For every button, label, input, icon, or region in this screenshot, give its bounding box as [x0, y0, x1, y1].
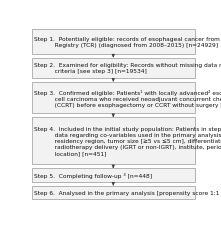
Bar — [32, 186, 195, 199]
Text: Step 2.  Examined for eligibility: Records without missing data regarding inclus: Step 2. Examined for eligibility: Record… — [34, 63, 221, 74]
Text: Step 5.  Completing follow-up ³ [n=448]: Step 5. Completing follow-up ³ [n=448] — [34, 172, 153, 178]
Bar — [32, 169, 195, 182]
Text: Step 6.  Analysed in the primary analysis [propensity score 1:1 matched] [n=298]: Step 6. Analysed in the primary analysis… — [34, 190, 221, 195]
Bar — [32, 82, 195, 114]
Text: Step 3.  Confirmed eligible: Patients¹ with locally advanced² esophageal squamou: Step 3. Confirmed eligible: Patients¹ wi… — [34, 89, 221, 107]
Bar — [32, 58, 195, 79]
Bar — [32, 30, 195, 54]
Bar — [32, 118, 195, 165]
Text: Step 1.  Potentially eligible: records of esophageal cancer from the Taiwan Canc: Step 1. Potentially eligible: records of… — [34, 37, 221, 48]
Text: Step 4.  Included in the initial study population: Patients in step 3 without mi: Step 4. Included in the initial study po… — [34, 127, 221, 156]
